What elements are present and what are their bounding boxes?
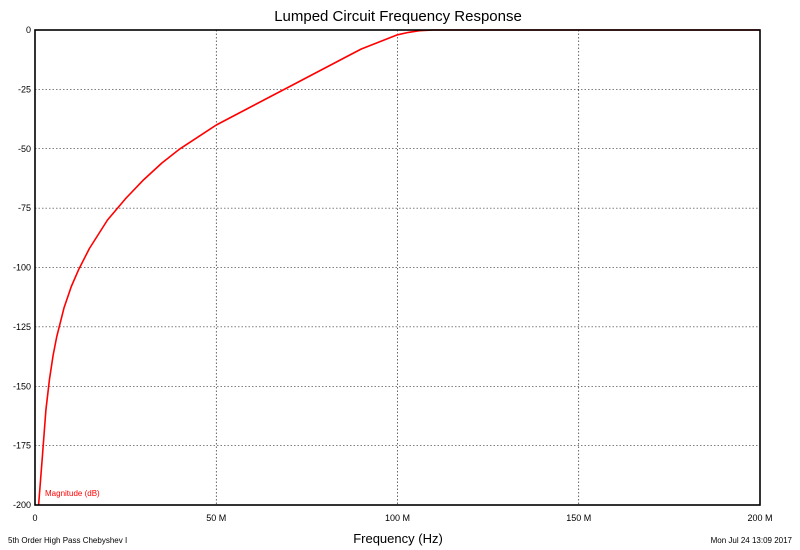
series-line-magnitude [37,29,760,506]
y-tick-label: -25 [18,84,31,94]
x-axis-label: Frequency (Hz) [353,531,443,546]
x-tick-label: 0 [32,513,37,523]
footer-timestamp: Mon Jul 24 13:09 2017 [711,536,793,545]
y-tick-label: -175 [13,441,31,451]
footer-description: 5th Order High Pass Chebyshev I [8,536,127,545]
y-tick-label: 0 [26,25,31,35]
grid-lines [34,29,761,506]
y-tick-label: -100 [13,263,31,273]
chart-title: Lumped Circuit Frequency Response [274,8,522,25]
y-tick-label: -125 [13,322,31,332]
y-tick-label: -150 [13,381,31,391]
x-tick-label: 100 M [385,513,410,523]
x-tick-label: 50 M [206,513,226,523]
y-tick-label: -50 [18,144,31,154]
plot-frame [34,29,761,506]
x-axis-ticks: 0 50 M 100 M 150 M 200 M [32,513,772,523]
x-tick-label: 200 M [747,513,772,523]
y-axis-ticks: 0 -25 -50 -75 -100 -125 -150 -175 -200 [13,25,31,510]
x-tick-label: 150 M [566,513,591,523]
series-label-magnitude: Magnitude (dB) [45,489,100,498]
y-tick-label: -200 [13,500,31,510]
y-tick-label: -75 [18,203,31,213]
